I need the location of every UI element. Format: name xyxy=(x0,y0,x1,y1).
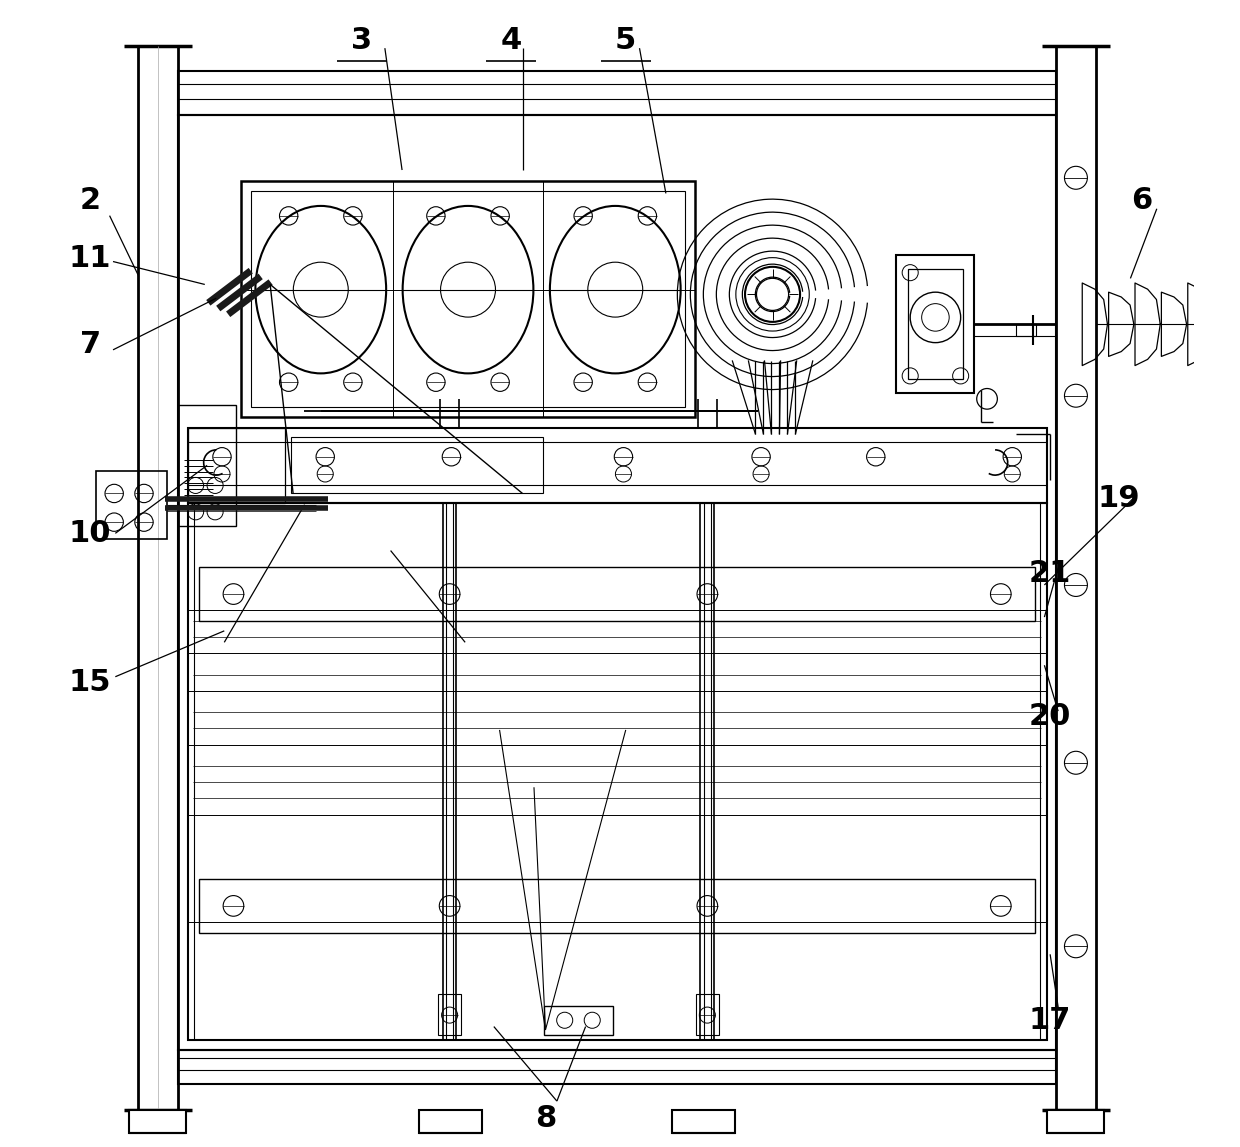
Bar xyxy=(187,502,1047,1040)
Text: 6: 6 xyxy=(1131,186,1152,216)
Bar xyxy=(291,437,543,493)
Bar xyxy=(544,1006,613,1035)
Text: 2: 2 xyxy=(79,186,100,216)
Bar xyxy=(179,1050,1056,1084)
Text: 21: 21 xyxy=(1029,559,1071,588)
Bar xyxy=(1016,325,1037,336)
Bar xyxy=(187,428,1047,502)
Bar xyxy=(179,115,1056,1050)
Text: 19: 19 xyxy=(1097,484,1141,514)
Bar xyxy=(438,994,461,1035)
Bar xyxy=(250,190,686,407)
Bar xyxy=(1047,1110,1104,1133)
Text: 8: 8 xyxy=(534,1103,556,1133)
Text: 10: 10 xyxy=(69,518,112,548)
Bar xyxy=(242,181,694,416)
Bar xyxy=(419,1110,482,1133)
Text: 5: 5 xyxy=(615,25,636,55)
Bar xyxy=(696,994,719,1035)
Text: 11: 11 xyxy=(69,243,112,273)
Bar xyxy=(672,1110,734,1133)
Text: 3: 3 xyxy=(351,25,372,55)
Bar xyxy=(95,470,167,539)
Bar xyxy=(200,567,1035,621)
Bar xyxy=(200,879,1035,933)
Text: 7: 7 xyxy=(79,329,100,359)
Text: 17: 17 xyxy=(1029,1006,1071,1036)
Bar xyxy=(129,1110,186,1133)
Bar xyxy=(179,71,1056,115)
Bar xyxy=(179,405,236,525)
Text: 15: 15 xyxy=(69,668,112,697)
Text: 20: 20 xyxy=(1029,702,1071,732)
Bar xyxy=(187,428,285,502)
Bar xyxy=(908,270,963,380)
Bar xyxy=(1234,296,1240,353)
Bar xyxy=(897,256,975,393)
Text: 4: 4 xyxy=(501,25,522,55)
